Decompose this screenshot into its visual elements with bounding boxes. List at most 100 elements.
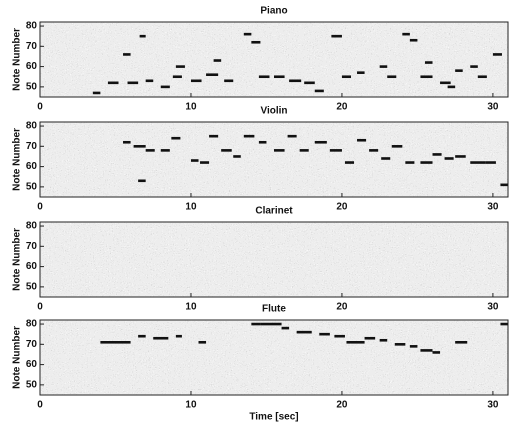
y-tick-label: 60	[26, 261, 38, 272]
note	[405, 161, 415, 164]
y-tick-label: 80	[26, 319, 38, 330]
y-tick-label: 80	[26, 221, 38, 232]
note	[213, 59, 222, 62]
panel-title: Violin	[260, 106, 287, 117]
note	[139, 34, 146, 38]
note	[107, 81, 119, 85]
note	[420, 75, 433, 79]
y-tick-label: 60	[26, 161, 38, 172]
plot-background	[40, 122, 508, 197]
note	[138, 179, 146, 183]
axes-frame	[39, 21, 509, 98]
y-tick-label: 60	[26, 61, 38, 72]
note	[274, 149, 285, 152]
y-tick-label: 50	[26, 182, 38, 193]
y-tick-label: 70	[26, 241, 38, 252]
note	[281, 326, 290, 330]
x-tick-label: 20	[336, 302, 348, 313]
note	[329, 149, 342, 152]
note	[314, 89, 324, 93]
note	[299, 149, 309, 152]
note	[485, 161, 496, 164]
note	[344, 161, 355, 164]
note	[145, 149, 155, 152]
note	[138, 334, 146, 338]
note	[334, 334, 345, 338]
note	[160, 149, 170, 152]
note	[251, 40, 261, 44]
note	[160, 85, 170, 89]
y-tick-label: 80	[26, 21, 38, 32]
axes-frame	[39, 319, 509, 396]
note	[391, 145, 403, 148]
y-tick-label: 70	[26, 41, 38, 52]
note	[190, 159, 199, 162]
note	[409, 345, 418, 348]
note	[455, 69, 463, 72]
note	[251, 322, 261, 326]
note	[172, 75, 182, 79]
note	[357, 71, 365, 74]
y-tick-label: 50	[26, 282, 38, 293]
note	[432, 351, 441, 354]
note	[357, 138, 367, 142]
y-tick-label: 70	[26, 141, 38, 152]
note	[127, 81, 139, 85]
y-tick-label: 70	[26, 339, 38, 350]
x-tick-label: 10	[185, 302, 197, 313]
note	[198, 340, 207, 344]
note	[477, 75, 487, 79]
note	[369, 149, 379, 152]
x-axis-label: Time [sec]	[249, 412, 298, 423]
note	[123, 140, 131, 144]
note	[402, 32, 410, 36]
x-tick-label: 10	[185, 400, 197, 411]
x-tick-label: 0	[37, 400, 43, 411]
note	[381, 157, 391, 160]
note	[304, 81, 315, 85]
note	[274, 75, 285, 79]
x-tick-label: 30	[487, 202, 499, 213]
note	[455, 340, 468, 344]
note	[387, 75, 397, 79]
note	[200, 161, 210, 164]
y-tick-label: 60	[26, 359, 38, 370]
panel-title: Clarinet	[255, 206, 293, 217]
note	[420, 161, 433, 164]
note	[379, 65, 388, 68]
plot-background	[40, 320, 508, 395]
note	[296, 330, 312, 334]
panel-title: Flute	[262, 304, 286, 315]
note	[260, 322, 282, 326]
y-axis-label: Note Number	[12, 128, 23, 191]
x-tick-label: 10	[185, 102, 197, 113]
note	[379, 338, 388, 342]
x-tick-label: 30	[487, 102, 499, 113]
note	[258, 140, 267, 144]
note	[224, 79, 234, 83]
note	[314, 140, 327, 144]
note	[394, 343, 406, 346]
x-tick-label: 0	[37, 102, 43, 113]
note	[123, 53, 131, 56]
axes-frame	[39, 121, 509, 198]
x-tick-label: 20	[336, 202, 348, 213]
x-tick-label: 0	[37, 302, 43, 313]
x-tick-label: 20	[336, 102, 348, 113]
note	[243, 32, 252, 36]
x-tick-label: 30	[487, 400, 499, 411]
y-tick-label: 50	[26, 82, 38, 93]
y-axis-label: Note Number	[12, 326, 23, 389]
note	[153, 336, 169, 340]
note	[243, 134, 255, 138]
note	[209, 134, 219, 138]
note	[319, 332, 330, 336]
note	[492, 53, 502, 56]
note	[92, 91, 101, 95]
note	[175, 65, 185, 68]
note	[258, 75, 270, 79]
plot-background	[40, 22, 508, 97]
plot-background	[40, 222, 508, 297]
note	[233, 155, 241, 158]
y-axis-label: Note Number	[12, 228, 23, 291]
